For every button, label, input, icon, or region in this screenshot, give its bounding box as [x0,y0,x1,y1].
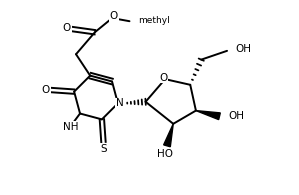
Text: O: O [110,12,118,21]
Text: NH: NH [63,122,78,132]
Text: N: N [116,98,123,108]
Text: O: O [159,73,168,82]
Text: methyl: methyl [138,16,170,25]
Polygon shape [164,124,173,147]
Polygon shape [196,111,220,120]
Text: OH: OH [236,44,252,54]
Text: OH: OH [228,111,244,121]
Text: S: S [100,144,107,154]
Text: O: O [62,22,71,33]
Text: HO: HO [157,149,173,159]
Text: O: O [42,85,50,95]
